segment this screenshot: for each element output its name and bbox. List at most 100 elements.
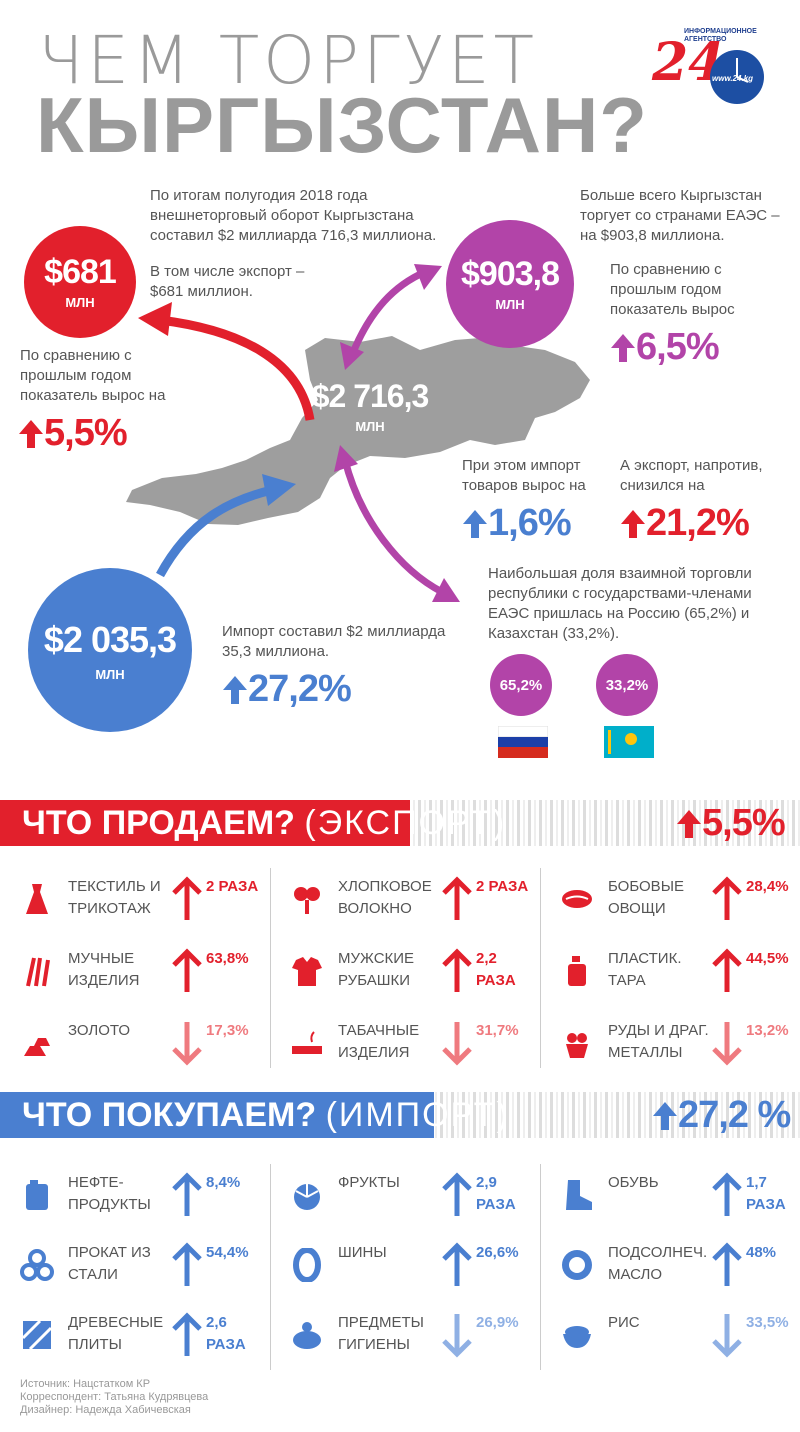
dress-icon [26, 884, 48, 914]
arrow-up-icon [611, 333, 635, 362]
item-arrow [440, 1312, 474, 1358]
total-unit: МЛН [355, 419, 385, 434]
arrow-up-icon [442, 1172, 472, 1216]
item-arrow [170, 1312, 204, 1358]
item-arrow [440, 1020, 474, 1066]
list-item: БОБОВЫЕ ОВОЩИ 28,4% [560, 876, 800, 936]
arrow-up-icon [463, 509, 487, 538]
item-value: 54,4% [206, 1244, 249, 1261]
total-circle-label: $2 716,3 МЛН [300, 378, 440, 434]
shirt-icon [292, 957, 322, 986]
item-arrow [710, 1172, 744, 1218]
fruit-icon [294, 1184, 320, 1210]
boot-icon [566, 1180, 592, 1210]
item-value: 48% [746, 1244, 777, 1261]
item-value: 13,2% [746, 1022, 789, 1039]
item-arrow [710, 1312, 744, 1358]
item-label: ДРЕВЕСНЫЕ ПЛИТЫ [68, 1314, 164, 1353]
export-unit: МЛН [65, 294, 95, 310]
import-section-growth: 27,2 % [652, 1094, 791, 1137]
item-arrow [170, 1242, 204, 1288]
arrow-up-icon [172, 1172, 202, 1216]
import-circle: $2 035,3 МЛН [28, 568, 192, 732]
item-arrow [170, 1172, 204, 1218]
list-item: ПЛАСТИК. ТАРА 44,5% [560, 948, 800, 1008]
item-value: 63,8% [206, 950, 249, 967]
item-label: ПЛАСТИК. ТАРА [608, 950, 682, 989]
item-label: БОБОВЫЕ ОВОЩИ [608, 878, 684, 917]
list-item: ОБУВЬ 1,7 РАЗА [560, 1172, 800, 1232]
import-bar-title: ЧТО ПОКУПАЕМ? (ИМПОРТ) [22, 1096, 510, 1134]
item-arrow [170, 1020, 204, 1066]
list-item: ФРУКТЫ 2,9 РАЗА [290, 1172, 540, 1232]
list-item: ПРЕДМЕТЫ ГИГИЕНЫ 26,9% [290, 1312, 540, 1372]
item-value: 17,3% [206, 1022, 249, 1039]
russia-share: 65,2% [499, 676, 543, 694]
russia-flag-icon [498, 726, 548, 758]
arrow-up-icon [712, 948, 742, 992]
arrow-up-icon [442, 948, 472, 992]
rice-icon [563, 1326, 591, 1348]
export-description: В том числе экспорт – $681 миллион. [150, 263, 305, 300]
arrow-down-icon [172, 1022, 202, 1066]
item-value: 28,4% [746, 878, 789, 895]
eaes-circle: $903,8 МЛН [446, 220, 574, 348]
eaes-export-change: 21,2% [620, 502, 750, 545]
item-value: 31,7% [476, 1022, 519, 1039]
list-item: ТАБАЧНЫЕ ИЗДЕЛИЯ 31,7% [290, 1020, 540, 1080]
list-item: ХЛОПКОВОЕ ВОЛОКНО 2 РАЗА [290, 876, 540, 936]
item-label: МУЖСКИЕ РУБАШКИ [338, 950, 415, 989]
eaes-growth: 6,5% [610, 326, 720, 369]
eaes-unit: МЛН [495, 296, 525, 312]
item-arrow [170, 948, 204, 994]
kazakhstan-share-circle: 33,2% [596, 654, 658, 716]
item-value: 2,9 РАЗА [476, 1174, 516, 1213]
export-value: $681 [44, 252, 117, 291]
arrow-up-icon [712, 1172, 742, 1216]
divider [270, 1164, 271, 1370]
page-title-line1: ЧЕМ ТОРГУЕТ [38, 22, 538, 99]
arrow-up-icon [172, 948, 202, 992]
export-growth: 5,5% [18, 412, 128, 455]
item-arrow [710, 1242, 744, 1288]
item-value: 26,6% [476, 1244, 519, 1261]
eaes-import-text: При этом импорт товаров вырос на [462, 457, 586, 494]
list-item: ДРЕВЕСНЫЕ ПЛИТЫ 2,6 РАЗА [20, 1312, 270, 1372]
item-label: ТЕКСТИЛЬ И ТРИКОТАЖ [68, 878, 161, 917]
item-arrow [440, 1172, 474, 1218]
item-arrow [710, 948, 744, 994]
footer-source: Источник: Нацстатком КР [20, 1378, 151, 1390]
export-section-growth: 5,5% [676, 802, 786, 845]
import-bar: ЧТО ПОКУПАЕМ? (ИМПОРТ) [0, 1092, 510, 1138]
hygiene-icon [293, 1322, 321, 1349]
item-label: ОБУВЬ [608, 1174, 659, 1191]
footer-designer: Дизайнер: Надежда Хабичевская [20, 1404, 191, 1416]
item-label: ЗОЛОТО [68, 1022, 131, 1039]
footer-correspondent: Корреспондент: Татьяна Кудрявцева [20, 1391, 209, 1403]
eaes-import-growth: 1,6% [462, 502, 572, 545]
bean-icon [562, 890, 592, 908]
total-description: По итогам полугодия 2018 года внешнеторг… [150, 187, 437, 244]
import-value: $2 035,3 [43, 618, 177, 660]
list-item: РУДЫ И ДРАГ. МЕТАЛЛЫ 13,2% [560, 1020, 800, 1080]
arrow-up-icon [442, 1242, 472, 1286]
item-arrow [440, 876, 474, 922]
logo-url: www.24.kg [712, 74, 754, 83]
list-item: ЗОЛОТО 17,3% [20, 1020, 270, 1080]
export-growth-text: По сравнению с прошлым годом показатель … [20, 347, 166, 404]
russia-share-circle: 65,2% [490, 654, 552, 716]
item-label: РУДЫ И ДРАГ. МЕТАЛЛЫ [608, 1022, 709, 1061]
item-label: ПРЕДМЕТЫ ГИГИЕНЫ [338, 1314, 424, 1353]
total-value: $2 716,3 [311, 378, 430, 414]
canister-icon [26, 1180, 48, 1210]
wood-icon [21, 1319, 53, 1351]
gold-icon [24, 1038, 50, 1056]
item-label: ШИНЫ [338, 1244, 387, 1261]
list-item: РИС 33,5% [560, 1312, 800, 1372]
item-label: ПОДСОЛНЕЧ. МАСЛО [608, 1244, 708, 1283]
item-arrow [440, 1242, 474, 1288]
arrow-up-icon [19, 419, 43, 448]
share-text: Наибольшая доля взаимной торговли респуб… [488, 565, 752, 642]
eaes-value: $903,8 [461, 254, 560, 293]
list-item: ТЕКСТИЛЬ И ТРИКОТАЖ 2 РАЗА [20, 876, 270, 936]
